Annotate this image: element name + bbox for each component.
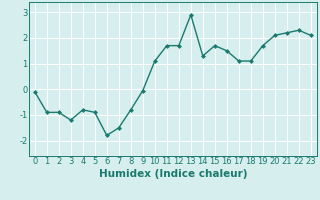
X-axis label: Humidex (Indice chaleur): Humidex (Indice chaleur) xyxy=(99,169,247,179)
